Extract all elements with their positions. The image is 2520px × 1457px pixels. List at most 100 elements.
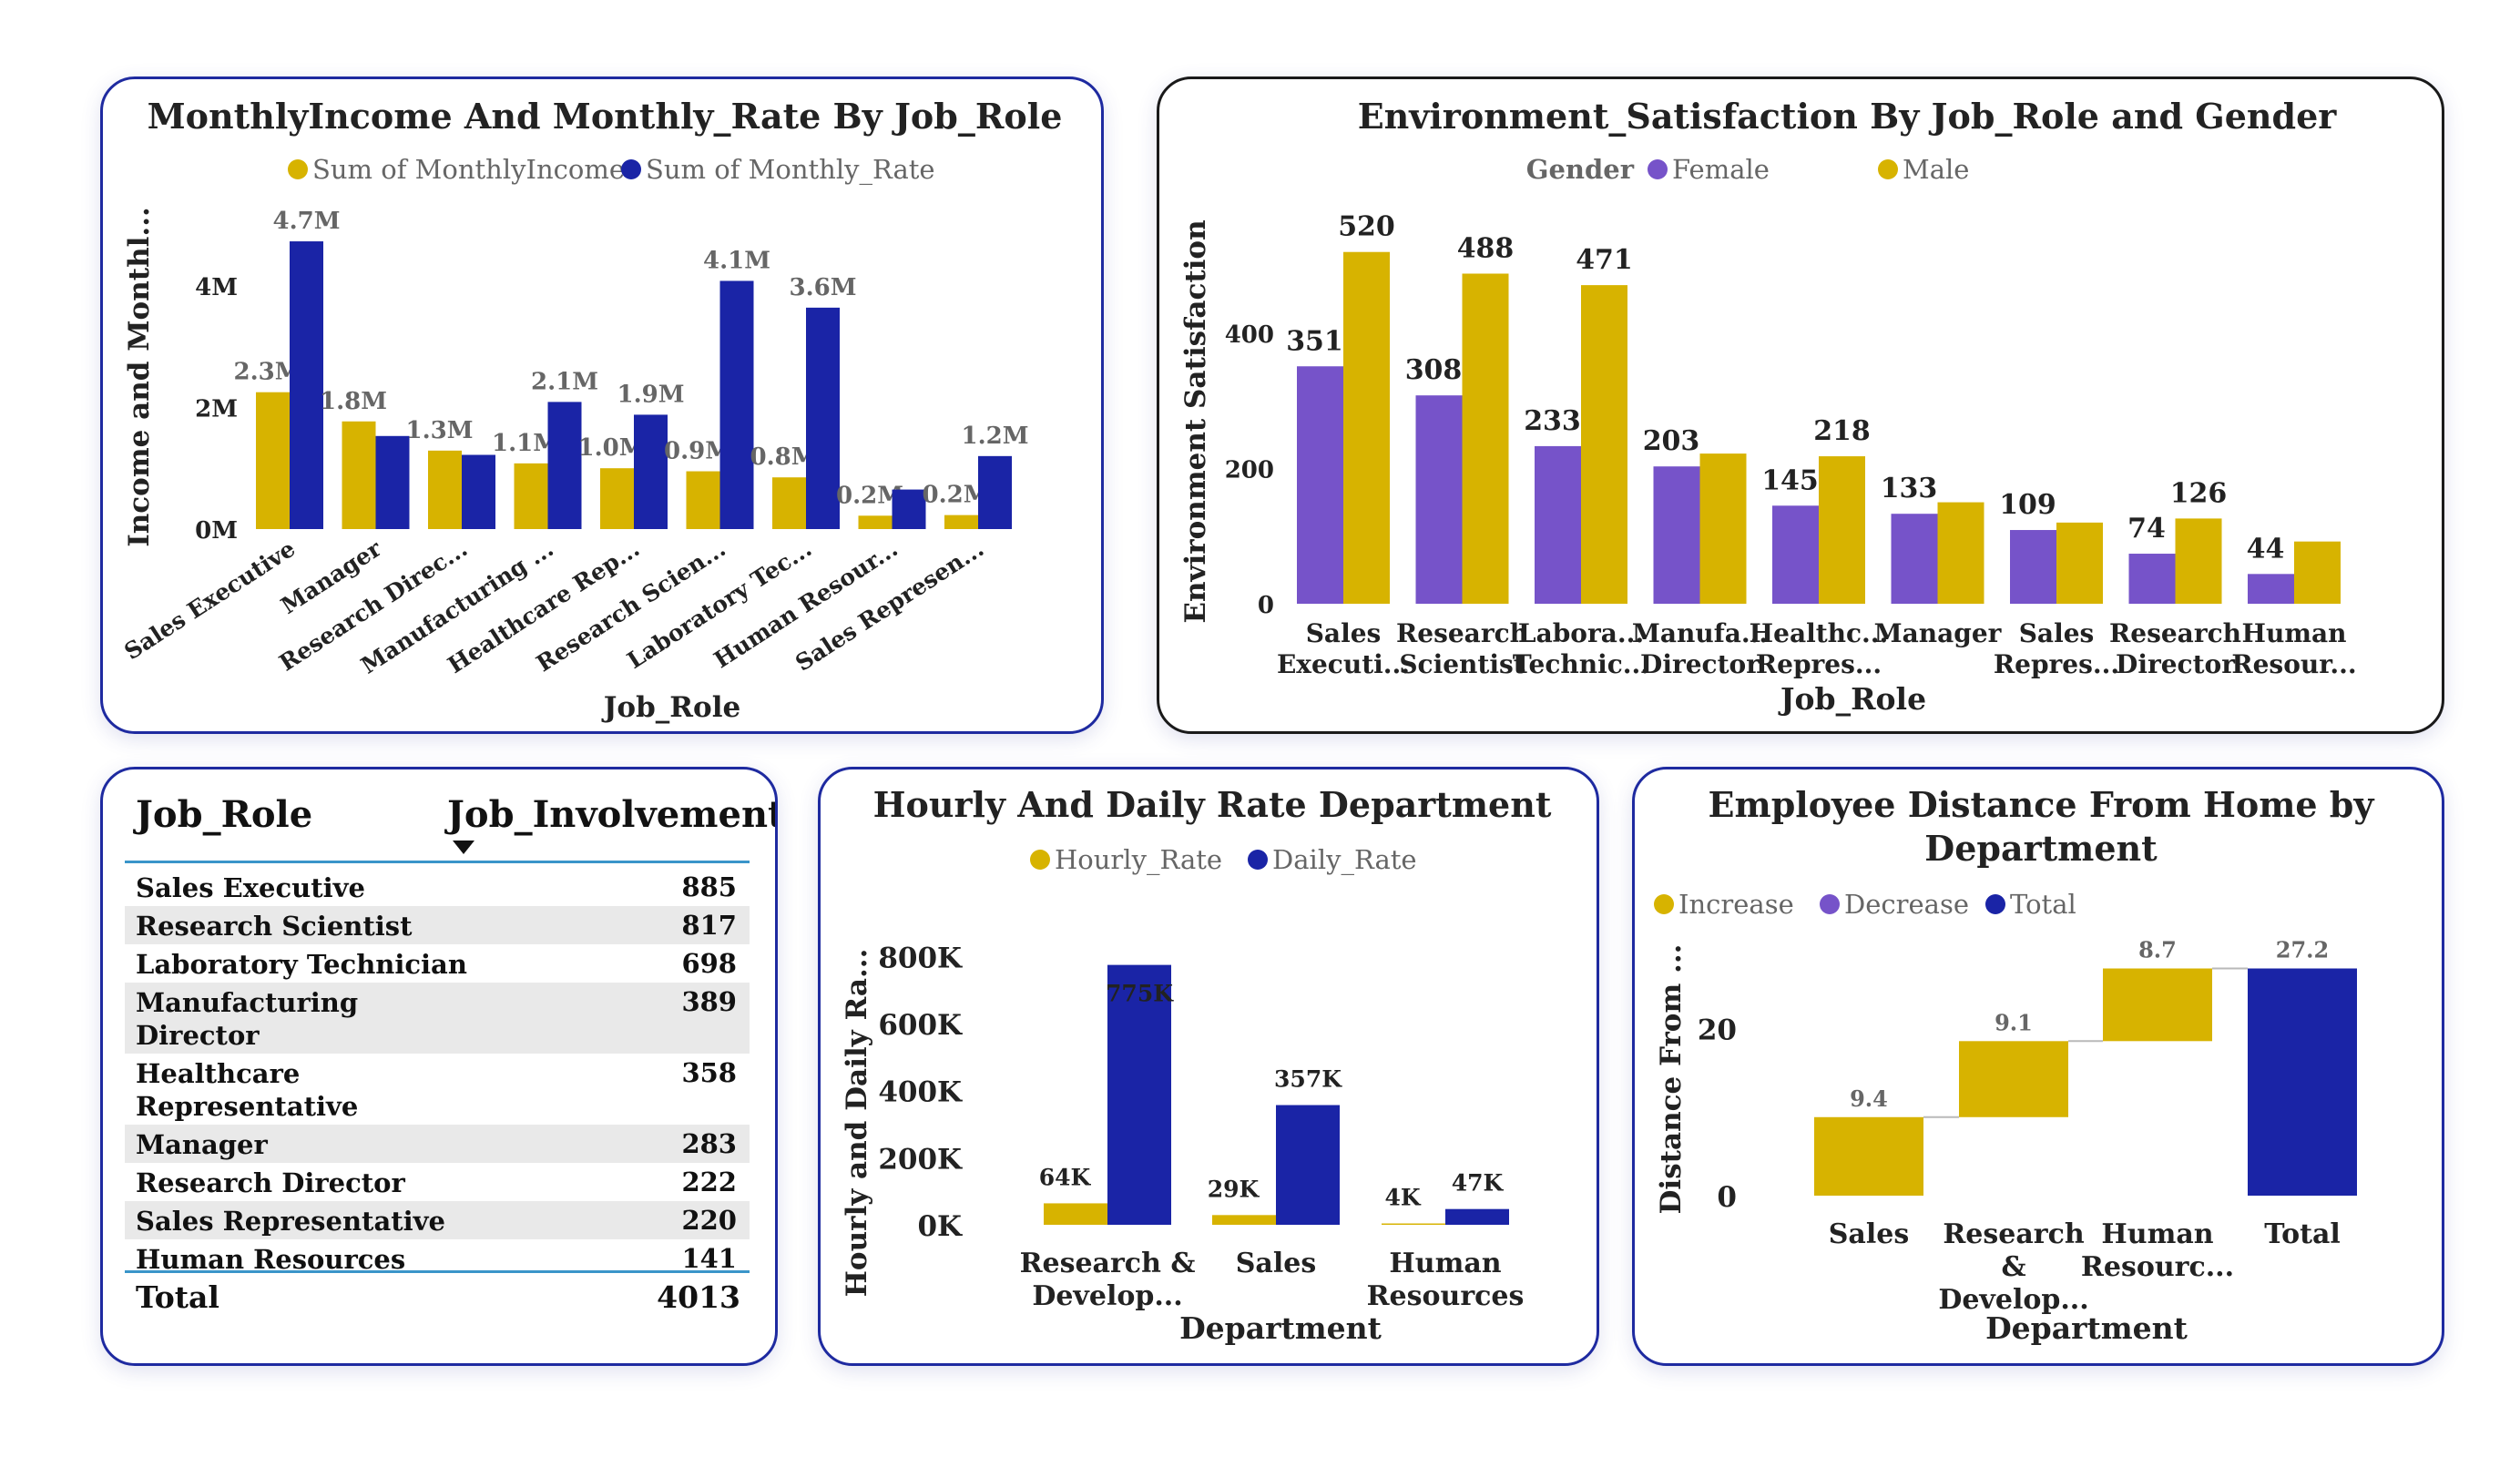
bar-male-1[interactable] (1343, 251, 1390, 604)
data-label: 233 (1524, 405, 1581, 437)
row-job-involvement: 141 (681, 1243, 737, 1274)
bar-sum-of-monthly-rate-1[interactable] (290, 241, 323, 529)
row-job-involvement: 817 (681, 910, 737, 941)
table-row[interactable]: Healthcare Representative 358 (125, 1054, 750, 1125)
bar-male-9[interactable] (2294, 541, 2341, 604)
bar-sum-of-monthly-rate-4[interactable] (547, 402, 582, 529)
y-axis-title: Hourly and Daily Ra... (841, 949, 873, 1298)
bar-daily-rate-3[interactable] (1445, 1208, 1509, 1225)
distance-card: Employee Distance From Home by Department… (1632, 767, 2444, 1366)
bar-female-1[interactable] (1297, 366, 1343, 604)
x-tick-label: Manufa... (1632, 618, 1768, 648)
bar-female-3[interactable] (1535, 445, 1581, 604)
y-tick-label: 2M (195, 395, 238, 423)
data-label: 203 (1643, 425, 1700, 457)
legend-monthly-rate-swatch (621, 159, 641, 179)
bar-male-6[interactable] (1937, 502, 1984, 604)
y-axis-title: Income and Monthl... (123, 207, 156, 547)
waterfall-bar-3[interactable] (2103, 968, 2212, 1042)
bar-hourly-rate-2[interactable] (1212, 1215, 1276, 1225)
bar-sum-of-monthlyincome-9[interactable] (944, 515, 978, 529)
bar-sum-of-monthlyincome-7[interactable] (772, 477, 806, 529)
bar-hourly-rate-1[interactable] (1044, 1203, 1107, 1225)
table-row[interactable]: Research Director 222 (125, 1163, 750, 1201)
bar-sum-of-monthly-rate-3[interactable] (462, 454, 495, 529)
row-job-involvement: 222 (681, 1167, 737, 1197)
waterfall-bar-4[interactable] (2248, 968, 2357, 1196)
hourly-daily-chart: Hourly And Daily Rate Department Hourly_R… (841, 784, 1552, 1346)
x-tick-label: Repres... (1756, 649, 1882, 679)
bar-female-2[interactable] (1415, 395, 1463, 604)
x-axis-title: Department (1985, 1310, 2188, 1346)
table-row[interactable]: Manufacturing Director 389 (125, 983, 750, 1054)
y-tick-label: 400K (878, 1076, 963, 1109)
legend-male-swatch (1878, 159, 1898, 179)
x-tick-label: Total (2264, 1218, 2341, 1250)
legend-female-label: Female (1672, 154, 1770, 185)
bar-sum-of-monthly-rate-2[interactable] (375, 435, 410, 529)
bar-hourly-rate-3[interactable] (1382, 1223, 1445, 1225)
bar-sum-of-monthlyincome-6[interactable] (686, 471, 720, 529)
bar-sum-of-monthlyincome-3[interactable] (428, 450, 462, 529)
sort-descending-icon[interactable] (451, 839, 476, 857)
bar-female-9[interactable] (2248, 574, 2294, 604)
legend-decrease-swatch (1820, 894, 1840, 914)
y-tick-label: 800K (878, 942, 963, 974)
legend-increase-label: Increase (1678, 889, 1794, 920)
bar-daily-rate-2[interactable] (1276, 1105, 1340, 1225)
data-label: 44 (2247, 533, 2285, 565)
total-label: Total (136, 1279, 219, 1315)
table-row[interactable]: Human Resources 141 (125, 1239, 750, 1278)
bar-male-2[interactable] (1462, 273, 1509, 604)
bar-sum-of-monthlyincome-1[interactable] (256, 392, 290, 529)
data-label: 133 (1881, 473, 1938, 504)
y-axis-title: Environment Satisfaction (1179, 219, 1212, 623)
data-label: 351 (1286, 325, 1343, 357)
bar-male-7[interactable] (2056, 522, 2103, 604)
column-header-job-involvement[interactable]: Job_Involvement (447, 793, 778, 836)
bar-sum-of-monthly-rate-6[interactable] (719, 280, 754, 529)
chart-title: MonthlyIncome And Monthly_Rate By Job_Ro… (148, 96, 1063, 137)
bar-female-4[interactable] (1653, 466, 1700, 604)
bar-sum-of-monthlyincome-4[interactable] (514, 463, 548, 529)
header-rule (125, 861, 750, 863)
bar-female-6[interactable] (1891, 514, 1938, 604)
bar-sum-of-monthly-rate-8[interactable] (892, 489, 926, 529)
legend-hourly-rate-label: Hourly_Rate (1055, 844, 1222, 876)
legend-increase-swatch (1654, 894, 1674, 914)
bar-male-3[interactable] (1581, 285, 1627, 604)
bar-male-4[interactable] (1699, 453, 1747, 604)
waterfall-bar-1[interactable] (1814, 1116, 1923, 1196)
bar-sum-of-monthly-rate-5[interactable] (634, 414, 668, 529)
legend-total-label: Total (2010, 889, 2076, 920)
table-row[interactable]: Manager 283 (125, 1125, 750, 1163)
waterfall-bar-2[interactable] (1959, 1041, 2068, 1117)
legend-total-swatch (1985, 894, 2005, 914)
bar-sum-of-monthlyincome-2[interactable] (342, 421, 376, 529)
bar-male-5[interactable] (1819, 456, 1865, 604)
bar-sum-of-monthly-rate-9[interactable] (978, 455, 1012, 529)
data-label: 488 (1457, 232, 1515, 264)
row-job-role: Sales Executive (136, 872, 365, 903)
income-rate-card: MonthlyIncome And Monthly_Rate By Job_Ro… (100, 76, 1104, 734)
row-job-involvement: 885 (681, 871, 737, 902)
bar-daily-rate-1[interactable] (1107, 964, 1171, 1225)
data-label: 109 (1999, 489, 2056, 521)
bar-sum-of-monthlyincome-8[interactable] (858, 515, 893, 529)
x-tick-label: Scientist (1399, 649, 1525, 679)
table-row[interactable]: Sales Representative 220 (125, 1201, 750, 1239)
bar-male-8[interactable] (2175, 518, 2222, 604)
bar-female-8[interactable] (2128, 554, 2176, 604)
row-job-involvement: 358 (681, 1057, 737, 1088)
column-header-job-role[interactable]: Job_Role (136, 793, 313, 836)
table-row[interactable]: Laboratory Technician 698 (125, 944, 750, 983)
bar-sum-of-monthly-rate-7[interactable] (806, 307, 840, 529)
total-value: 4013 (657, 1279, 740, 1315)
table-row[interactable]: Research Scientist 817 (125, 906, 750, 944)
bar-female-5[interactable] (1772, 505, 1819, 604)
bar-sum-of-monthlyincome-5[interactable] (600, 468, 634, 529)
x-tick-label: Human (2101, 1218, 2213, 1250)
bar-female-7[interactable] (2010, 530, 2056, 604)
data-label: 64K (1039, 1164, 1092, 1190)
table-row[interactable]: Sales Executive 885 (125, 868, 750, 906)
